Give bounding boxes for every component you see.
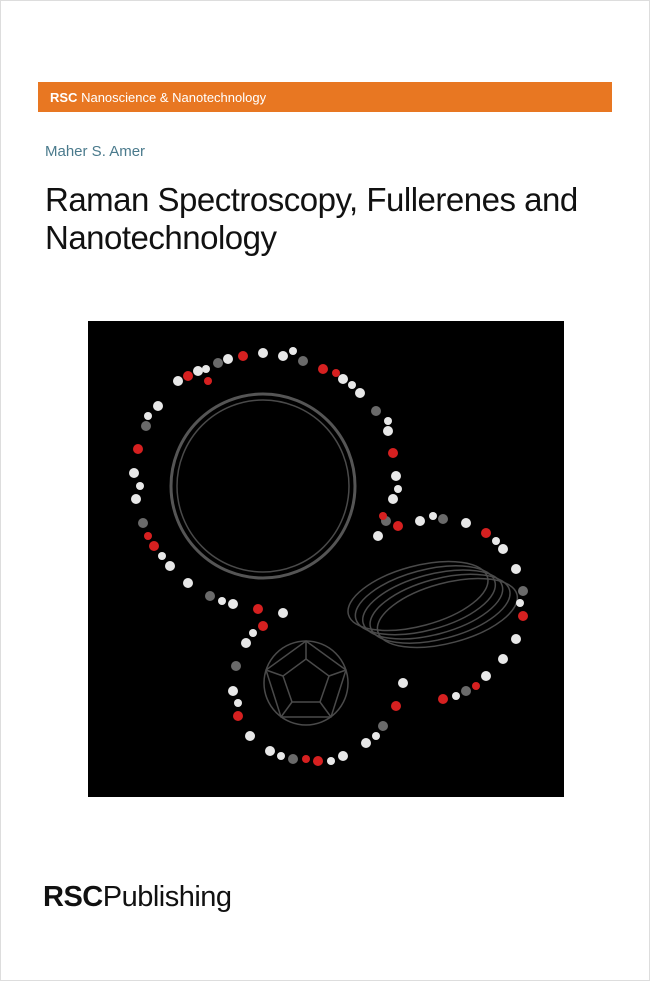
- author-name: Maher S. Amer: [45, 143, 145, 160]
- series-band: RSC Nanoscience & Nanotechnology: [38, 82, 612, 112]
- publisher-suffix: Publishing: [103, 881, 232, 913]
- publisher-prefix: RSC: [43, 881, 103, 913]
- series-prefix: RSC: [50, 90, 77, 105]
- cover-illustration: [88, 321, 564, 797]
- series-label: RSC Nanoscience & Nanotechnology: [50, 90, 266, 105]
- publisher-logo: RSCPublishing: [43, 881, 232, 914]
- molecular-svg: [88, 321, 564, 797]
- series-name: Nanoscience & Nanotechnology: [81, 90, 266, 105]
- book-title: Raman Spectroscopy, Fullerenes and Nanot…: [45, 181, 605, 257]
